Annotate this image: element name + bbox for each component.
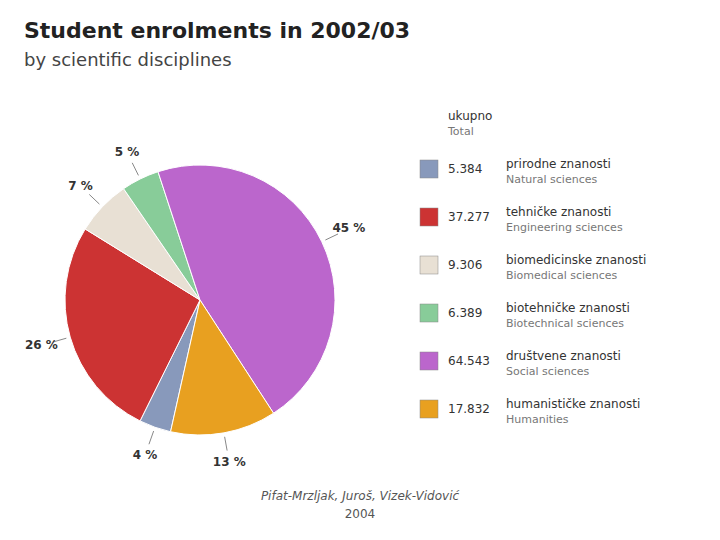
legend: ukupno Total 5.384 prirodne znanosti Natural… [420, 109, 646, 426]
leader-line [149, 431, 154, 444]
leader-line [132, 163, 138, 176]
legend-swatch [420, 160, 438, 178]
legend-label-en: Social sciences [506, 365, 589, 378]
legend-title-en: Total [447, 125, 474, 138]
legend-value: 64.543 [448, 354, 490, 368]
legend-label: biomedicinske znanosti [506, 253, 646, 267]
legend-label-en: Engineering sciences [506, 221, 623, 234]
legend-item: 37.277 tehničke znanosti Engineering scien… [420, 205, 623, 234]
leader-line [89, 194, 99, 204]
chart: Student enrolments in 2002/03 by scientif… [0, 0, 720, 540]
legend-label: biotehničke znanosti [506, 301, 630, 315]
subtitle: by scientific disciplines [24, 49, 232, 70]
legend-label: prirodne znanosti [506, 157, 611, 171]
share-label: 5 % [115, 145, 140, 159]
legend-value: 5.384 [448, 162, 482, 176]
legend-label-en: Biotechnical sciences [506, 317, 624, 330]
annotation: Pifat-Mrzljak, Juroš, Vizek-Vidović [261, 489, 460, 503]
legend-value: 6.389 [448, 306, 482, 320]
legend-item: 64.543 društvene znanosti Social sciences [420, 349, 621, 378]
share-label: 13 % [213, 455, 246, 469]
legend-swatch [420, 400, 438, 418]
legend-label: društvene znanosti [506, 349, 621, 363]
legend-swatch [420, 304, 438, 322]
legend-item: 6.389 biotehničke znanosti Biotechnical sc… [420, 301, 630, 330]
share-label: 26 % [25, 338, 58, 352]
legend-label: tehničke znanosti [506, 205, 611, 219]
legend-swatch [420, 256, 438, 274]
legend-label: humanističke znanosti [506, 397, 640, 411]
legend-label-en: Biomedical sciences [506, 269, 618, 282]
legend-swatch [420, 352, 438, 370]
share-label: 45 % [332, 221, 365, 235]
title: Student enrolments in 2002/03 [24, 18, 410, 43]
share-label: 4 % [133, 448, 158, 462]
legend-swatch [420, 208, 438, 226]
annotation: 2004 [345, 507, 376, 521]
pie: 4 % 26 % 7 % 5 % 45 % 13 % [25, 145, 365, 469]
legend-title: ukupno [448, 109, 492, 123]
legend-value: 9.306 [448, 258, 482, 272]
legend-item: 5.384 prirodne znanosti Natural sciences [420, 157, 611, 186]
legend-label-en: Humanities [506, 413, 569, 426]
share-label: 7 % [68, 179, 93, 193]
legend-item: 17.832 humanističke znanosti Humanities [420, 397, 640, 426]
pie-slice [171, 300, 274, 435]
legend-label-en: Natural sciences [506, 173, 597, 186]
leader-line [225, 437, 227, 451]
legend-value: 17.832 [448, 402, 490, 416]
legend-value: 37.277 [448, 210, 490, 224]
legend-item: 9.306 biomedicinske znanosti Biomedical sc… [420, 253, 646, 282]
